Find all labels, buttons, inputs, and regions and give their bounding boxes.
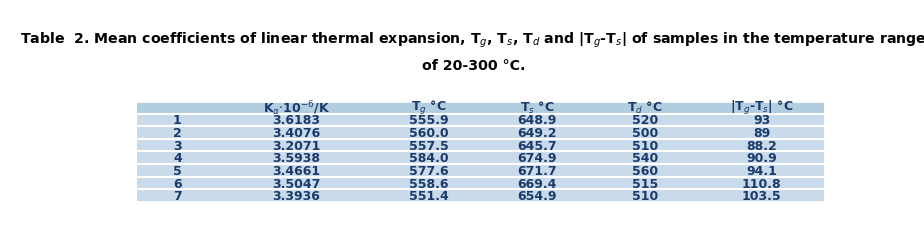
Text: 654.9: 654.9 [517,189,556,202]
Text: 557.5: 557.5 [409,139,449,152]
Text: 3.6183: 3.6183 [273,114,321,127]
Text: 555.9: 555.9 [409,114,449,127]
Text: T$_s$ °C: T$_s$ °C [519,100,554,116]
Bar [137,101,824,202]
Text: 1: 1 [173,114,182,127]
Text: 3.5047: 3.5047 [273,177,321,190]
Text: 3.3936: 3.3936 [273,189,321,202]
Text: 560.0: 560.0 [409,126,449,139]
Bar [137,101,824,114]
Text: T$_d$ °C: T$_d$ °C [627,100,663,116]
Text: Table  2. Mean coefficients of linear thermal expansion, T$_g$, T$_s$, T$_d$ and: Table 2. Mean coefficients of linear the… [20,31,924,50]
Text: 551.4: 551.4 [409,189,449,202]
Text: 645.7: 645.7 [517,139,556,152]
Text: 500: 500 [632,126,658,139]
Text: 671.7: 671.7 [517,164,556,177]
Text: 3.4076: 3.4076 [273,126,321,139]
Text: 94.1: 94.1 [746,164,777,177]
Text: 6: 6 [173,177,182,190]
Text: 540: 540 [632,152,658,165]
Text: 7: 7 [173,189,182,202]
Text: of 20-300 °C.: of 20-300 °C. [421,59,526,73]
Text: 4: 4 [173,152,182,165]
Text: 2: 2 [173,126,182,139]
Text: 510: 510 [632,139,658,152]
Text: 93: 93 [753,114,771,127]
Text: 649.2: 649.2 [517,126,556,139]
Text: 558.6: 558.6 [409,177,449,190]
Text: 648.9: 648.9 [517,114,556,127]
Text: 510: 510 [632,189,658,202]
Text: T$_g$ °C: T$_g$ °C [411,99,447,117]
Text: 89: 89 [753,126,771,139]
Text: 110.8: 110.8 [742,177,782,190]
Text: 3.4661: 3.4661 [273,164,321,177]
Text: |T$_g$-T$_s$| °C: |T$_g$-T$_s$| °C [730,99,793,117]
Text: 90.9: 90.9 [747,152,777,165]
Text: 584.0: 584.0 [409,152,449,165]
Text: 88.2: 88.2 [747,139,777,152]
Text: 3.5938: 3.5938 [273,152,321,165]
Text: 515: 515 [632,177,658,190]
Text: 3.2071: 3.2071 [273,139,321,152]
Text: 674.9: 674.9 [517,152,556,165]
Text: 669.4: 669.4 [517,177,556,190]
Text: 520: 520 [632,114,658,127]
Text: 103.5: 103.5 [742,189,782,202]
Text: 5: 5 [173,164,182,177]
Text: 3: 3 [173,139,182,152]
Text: 560: 560 [632,164,658,177]
Text: 577.6: 577.6 [409,164,449,177]
Text: K$_{\alpha}$$\cdot$10$^{-6}$/K: K$_{\alpha}$$\cdot$10$^{-6}$/K [263,98,330,117]
